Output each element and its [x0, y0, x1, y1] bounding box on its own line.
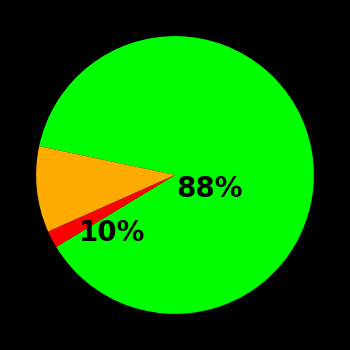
Text: 10%: 10%	[79, 219, 146, 247]
Wedge shape	[39, 36, 314, 314]
Wedge shape	[48, 175, 175, 247]
Text: 88%: 88%	[176, 175, 243, 203]
Wedge shape	[36, 146, 175, 231]
